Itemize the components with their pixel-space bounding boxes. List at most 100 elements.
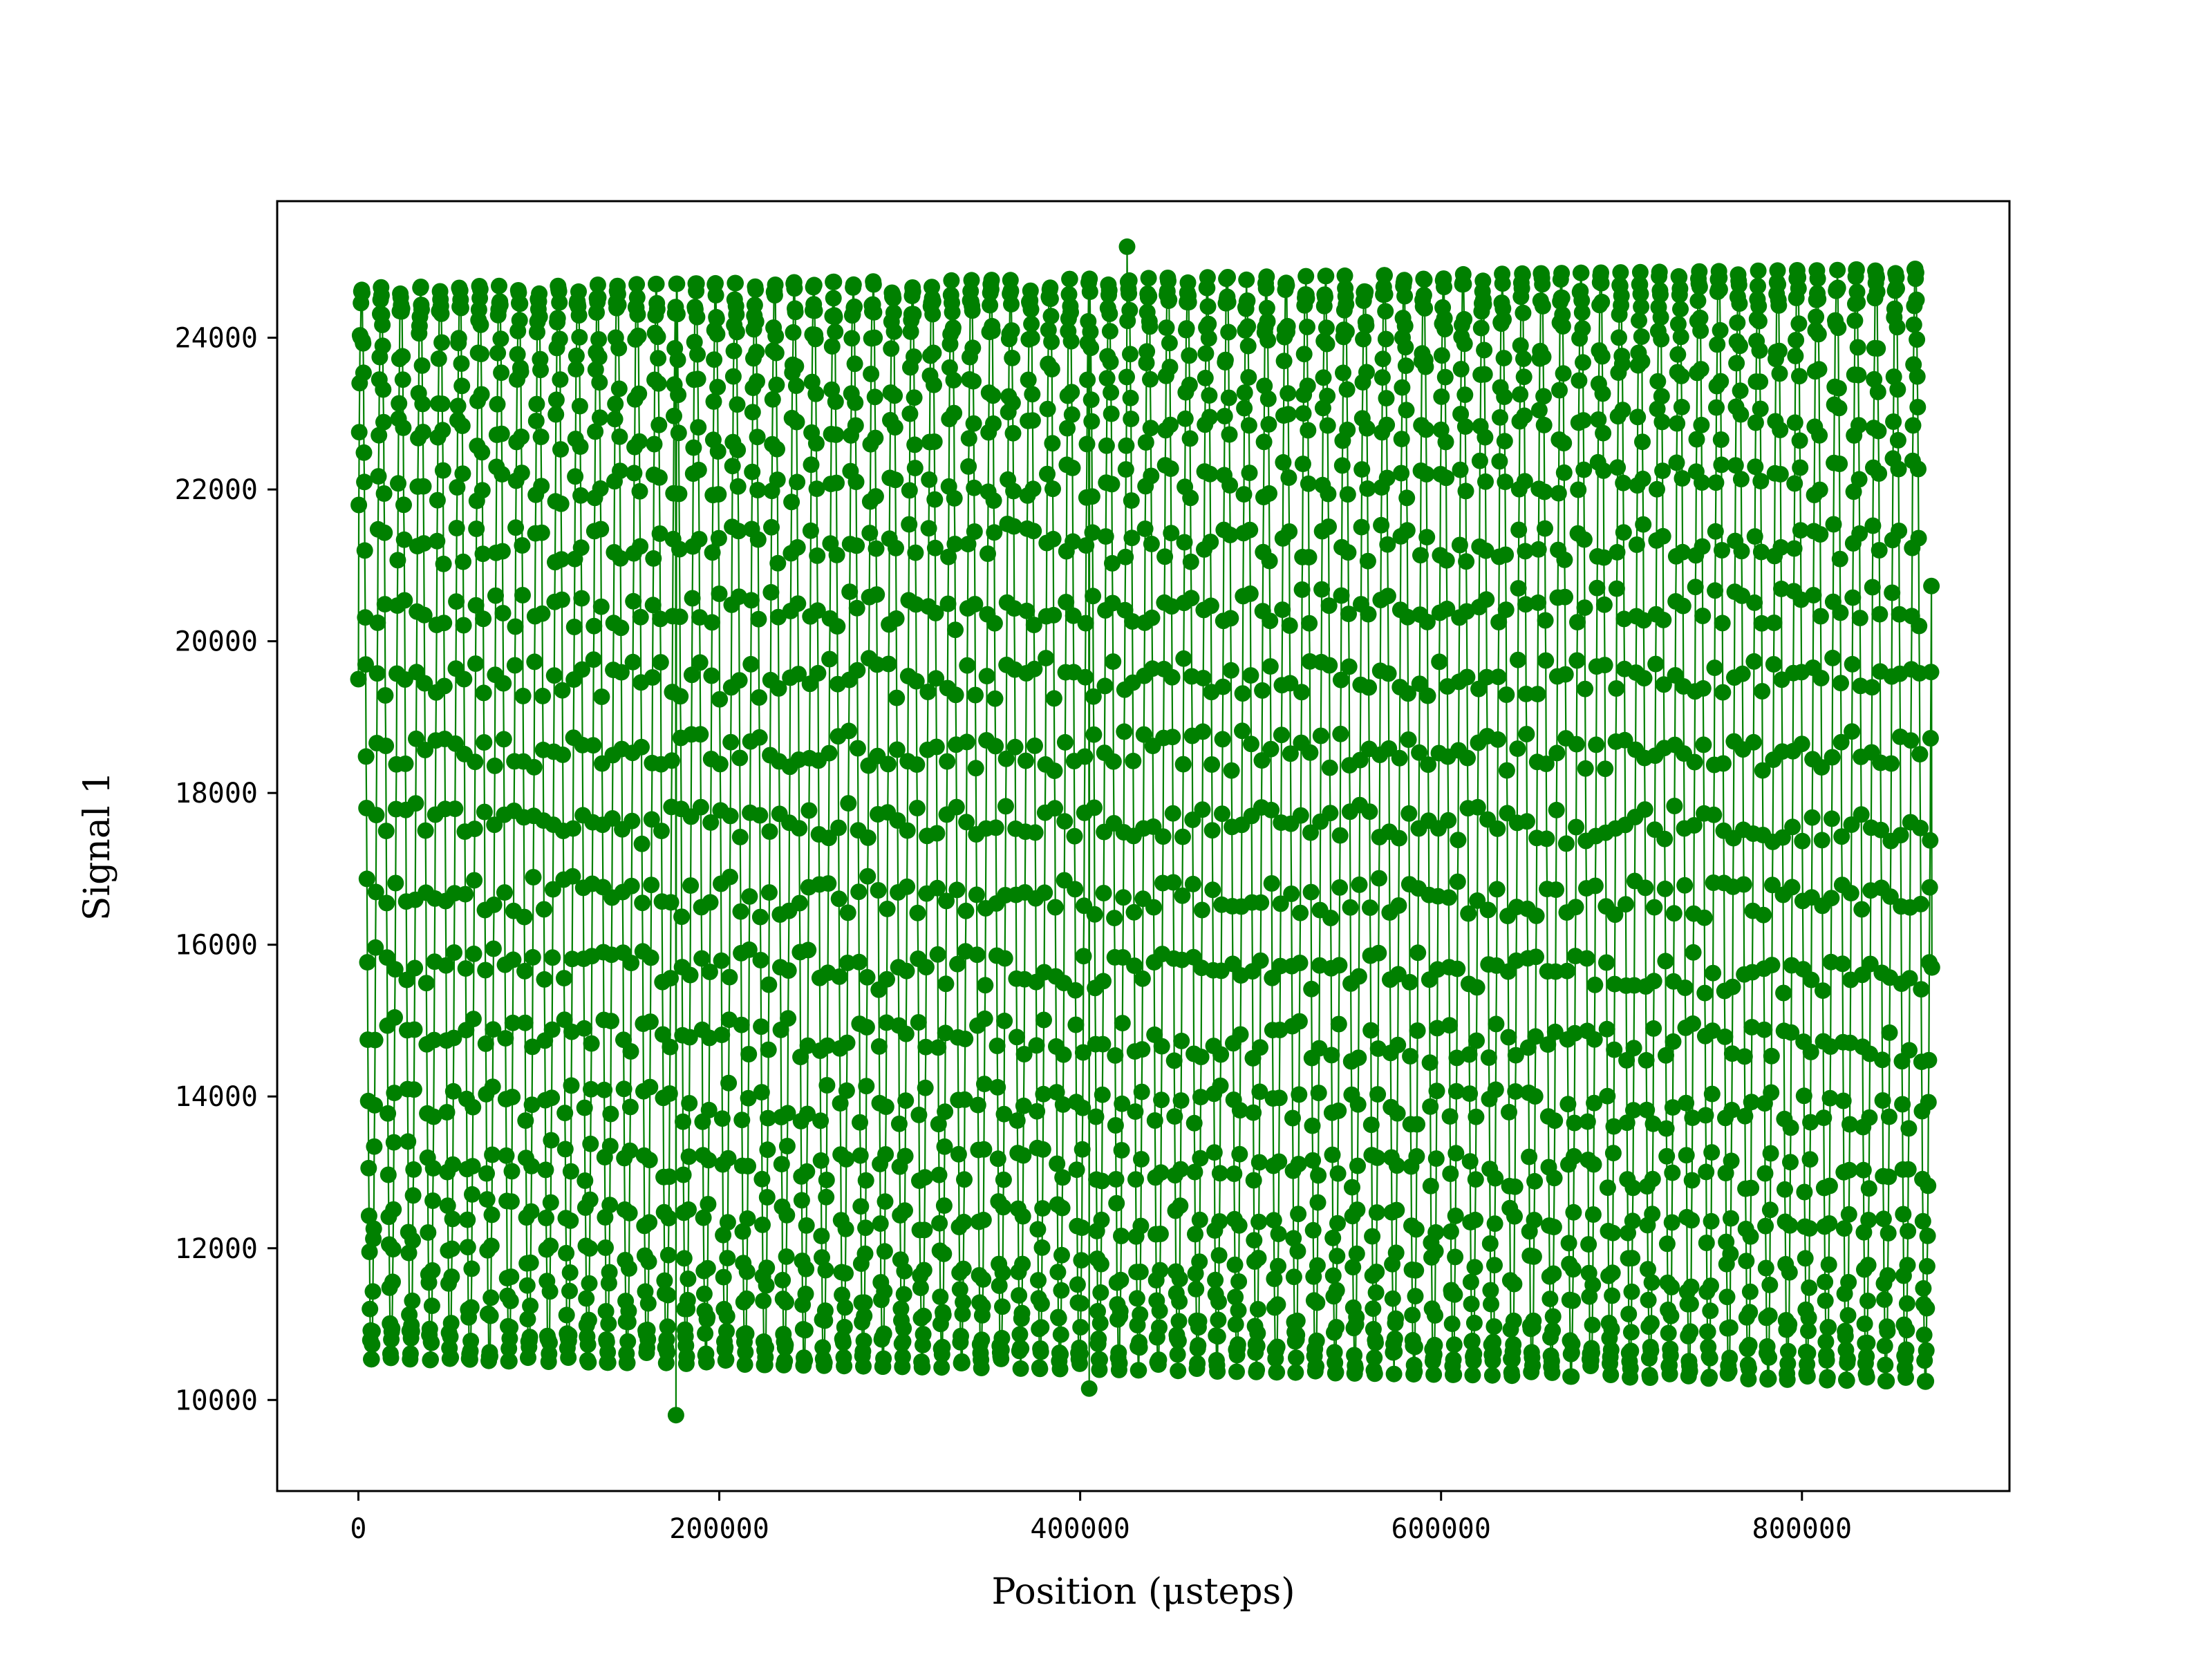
data-point — [1723, 1101, 1741, 1118]
data-point — [1553, 289, 1571, 306]
data-point — [511, 312, 528, 329]
data-point — [1366, 1349, 1383, 1367]
data-point — [379, 1105, 397, 1122]
data-point — [806, 302, 823, 319]
data-point — [1604, 1264, 1621, 1282]
data-point — [1181, 376, 1198, 393]
data-point — [1487, 1081, 1504, 1098]
data-point — [1042, 308, 1060, 325]
data-point — [1271, 1089, 1288, 1107]
data-point — [544, 881, 561, 898]
data-point — [1039, 465, 1056, 482]
data-point — [1162, 416, 1179, 433]
data-point — [1676, 980, 1694, 996]
data-point — [1613, 287, 1630, 304]
data-point — [1544, 1322, 1562, 1339]
data-point — [749, 531, 767, 548]
data-point — [1106, 910, 1123, 927]
data-point — [622, 1043, 639, 1060]
data-point — [879, 756, 897, 773]
data-point — [1447, 1082, 1465, 1100]
data-point — [991, 1277, 1008, 1294]
data-point — [1077, 668, 1094, 686]
data-point — [1251, 1083, 1268, 1100]
data-point — [805, 276, 823, 294]
data-point — [1665, 905, 1683, 922]
data-point — [1557, 666, 1574, 683]
data-point — [849, 662, 866, 679]
data-point — [1834, 955, 1851, 973]
data-point — [1105, 753, 1122, 770]
data-point — [769, 554, 787, 572]
data-point — [830, 819, 847, 836]
data-point — [629, 306, 646, 323]
data-point — [1072, 1319, 1089, 1335]
data-point — [1888, 319, 1906, 336]
data-point — [1442, 1165, 1459, 1182]
data-point — [720, 1074, 738, 1091]
data-point — [1114, 949, 1132, 966]
data-point — [1322, 805, 1339, 822]
data-point — [1512, 337, 1529, 354]
data-point — [1883, 755, 1900, 772]
data-point — [543, 1089, 561, 1107]
data-point — [484, 1146, 501, 1163]
data-point — [625, 592, 642, 610]
data-point — [662, 1038, 679, 1056]
data-point — [1821, 1215, 1838, 1232]
y-tick-label: 12000 — [175, 1233, 258, 1265]
data-point — [1649, 400, 1666, 418]
data-point — [435, 555, 452, 572]
data-point — [538, 1210, 554, 1226]
data-point — [1281, 617, 1298, 634]
data-point — [976, 1010, 993, 1027]
data-point — [1048, 1084, 1065, 1101]
data-point — [1045, 690, 1062, 707]
data-point — [1566, 1024, 1584, 1042]
data-point — [1335, 364, 1351, 382]
data-point — [786, 280, 803, 297]
data-point — [708, 310, 725, 327]
data-point — [1121, 272, 1138, 289]
data-point — [1656, 880, 1674, 897]
data-point — [1210, 1311, 1227, 1329]
data-point — [582, 1135, 599, 1152]
data-point — [724, 368, 742, 385]
data-point — [878, 1014, 895, 1031]
data-point — [1512, 386, 1529, 403]
data-point — [1698, 1235, 1715, 1251]
data-point — [1510, 651, 1526, 668]
data-point — [733, 1016, 750, 1033]
data-point — [1092, 1284, 1109, 1301]
data-point — [1752, 373, 1769, 391]
data-point — [1359, 552, 1376, 570]
data-point — [1243, 735, 1259, 753]
data-point — [722, 807, 739, 825]
data-point — [1179, 274, 1197, 291]
data-point — [1510, 580, 1527, 597]
data-point — [1635, 612, 1652, 629]
data-point — [1674, 470, 1691, 487]
data-point — [1534, 276, 1551, 293]
data-point — [1505, 1336, 1522, 1353]
data-point — [476, 803, 493, 821]
data-point — [906, 348, 922, 365]
data-point — [1285, 1268, 1302, 1286]
data-point — [1595, 462, 1612, 479]
x-axis-label: Position (μsteps) — [991, 1571, 1295, 1613]
data-point — [1803, 971, 1820, 988]
data-point — [820, 875, 837, 892]
data-point — [1056, 813, 1074, 830]
data-point — [838, 1151, 855, 1168]
data-point — [986, 524, 1003, 541]
data-point — [1082, 324, 1099, 340]
data-point — [1597, 760, 1614, 778]
data-point — [1685, 817, 1703, 834]
data-point — [699, 1259, 716, 1277]
data-point — [763, 518, 780, 536]
data-point — [1094, 1172, 1111, 1190]
data-point — [1353, 461, 1371, 478]
data-point — [1743, 1179, 1760, 1197]
data-point — [1889, 381, 1906, 398]
data-point — [1452, 406, 1470, 422]
